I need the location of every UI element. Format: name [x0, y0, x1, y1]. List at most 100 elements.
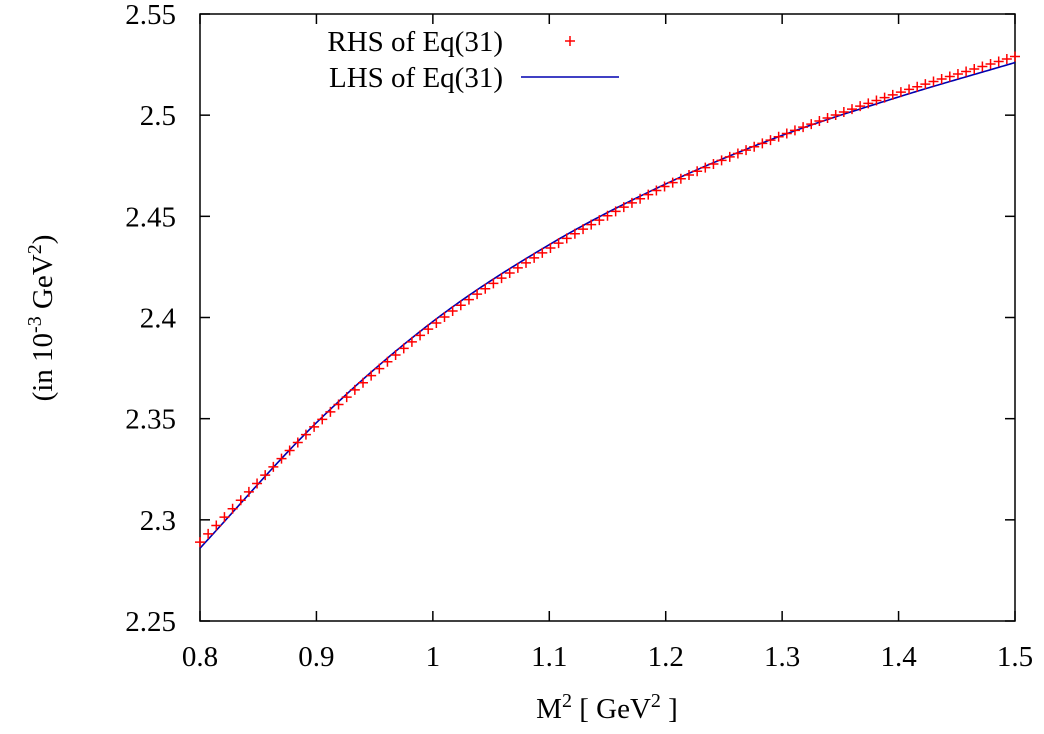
rhs-point [716, 155, 727, 166]
x-tick-label: 0.9 [298, 641, 334, 673]
legend: RHS of Eq(31) LHS of Eq(31) [327, 26, 619, 94]
x-tick-label: 1 [426, 641, 441, 673]
rhs-point [325, 406, 336, 417]
rhs-point [871, 95, 882, 106]
y-tick-label: 2.5 [140, 100, 176, 132]
rhs-point [659, 181, 670, 192]
rhs-point [366, 370, 377, 381]
y-tick-label: 2.55 [125, 0, 176, 31]
x-tick-label: 1.1 [531, 641, 567, 673]
rhs-point [439, 311, 450, 322]
series-points-rhs [195, 51, 1020, 548]
rhs-point [415, 330, 426, 341]
y-tick-label: 2.35 [125, 404, 176, 436]
rhs-point [594, 215, 605, 226]
rhs-point [822, 112, 833, 123]
rhs-point [529, 252, 540, 263]
rhs-point [708, 158, 719, 169]
rhs-point [985, 59, 996, 70]
rhs-point [211, 520, 222, 531]
rhs-point [643, 189, 654, 200]
rhs-point [912, 81, 923, 92]
rhs-point [879, 92, 890, 103]
rhs-point [268, 461, 279, 472]
rhs-point [904, 84, 915, 95]
rhs-point [398, 343, 409, 354]
rhs-point [920, 79, 931, 90]
rhs-point [863, 98, 874, 109]
rhs-point [993, 56, 1004, 67]
rhs-point [961, 66, 972, 77]
plot-area [195, 51, 1020, 549]
rhs-point [333, 399, 344, 410]
rhs-point [512, 262, 523, 273]
rhs-point [537, 247, 548, 258]
rhs-point [374, 363, 385, 374]
rhs-point [618, 202, 629, 213]
rhs-point [292, 437, 303, 448]
rhs-point [235, 495, 246, 506]
rhs-point [610, 206, 621, 217]
rhs-point [390, 350, 401, 361]
rhs-point [447, 306, 458, 317]
rhs-point [463, 294, 474, 305]
rhs-point [773, 131, 784, 142]
legend-plus-icon [565, 36, 575, 46]
rhs-point [496, 273, 507, 284]
rhs-point [855, 101, 866, 112]
rhs-point [814, 115, 825, 126]
rhs-point [358, 377, 368, 388]
rhs-point [724, 151, 735, 162]
x-axis-title: M2 [ GeV2 ] [536, 690, 678, 725]
rhs-point [423, 324, 434, 335]
rhs-point [252, 478, 263, 489]
y-tick-label: 2.25 [125, 606, 176, 638]
rhs-point [276, 453, 287, 464]
x-tick-label: 1.5 [997, 641, 1033, 673]
rhs-point [969, 63, 980, 74]
legend-label-lhs: LHS of Eq(31) [329, 62, 503, 94]
y-axis-title: (in 10-3 GeV2) [24, 235, 59, 402]
rhs-point [569, 228, 580, 239]
rhs-point [227, 503, 238, 514]
rhs-point [895, 87, 906, 98]
rhs-point [806, 119, 817, 130]
rhs-point [847, 104, 857, 115]
y-tick-label: 2.4 [140, 303, 177, 335]
x-tick-label: 0.8 [182, 641, 218, 673]
rhs-point [781, 128, 792, 139]
rhs-point [741, 145, 752, 156]
rhs-point [195, 537, 205, 548]
rhs-point [757, 138, 768, 149]
rhs-point [300, 429, 311, 440]
plot-frame [199, 13, 1016, 622]
rhs-point [675, 173, 686, 184]
rhs-point [765, 135, 776, 146]
rhs-point [1001, 54, 1012, 65]
x-tick-label: 1.3 [764, 641, 800, 673]
rhs-point [284, 445, 295, 456]
rhs-point [349, 384, 360, 395]
rhs-point [651, 185, 662, 196]
rhs-point [928, 76, 939, 87]
y-tick-label: 2.3 [140, 505, 176, 537]
rhs-point [944, 71, 955, 82]
rhs-point [488, 278, 499, 289]
rhs-point [626, 197, 637, 208]
rhs-point [749, 141, 760, 152]
rhs-point [952, 68, 963, 79]
legend-marker-rhs [565, 36, 575, 46]
x-tick-label: 1.2 [648, 641, 684, 673]
rhs-point [382, 356, 393, 367]
rhs-point [504, 267, 515, 278]
rhs-point [798, 122, 809, 133]
rhs-point [317, 414, 328, 425]
x-tick-label: 1.4 [880, 641, 917, 673]
rhs-point [219, 512, 230, 523]
rhs-point [545, 243, 556, 254]
rhs-point [480, 283, 491, 294]
rhs-point [977, 61, 988, 72]
rhs-point [602, 210, 613, 221]
rhs-point [684, 169, 694, 180]
